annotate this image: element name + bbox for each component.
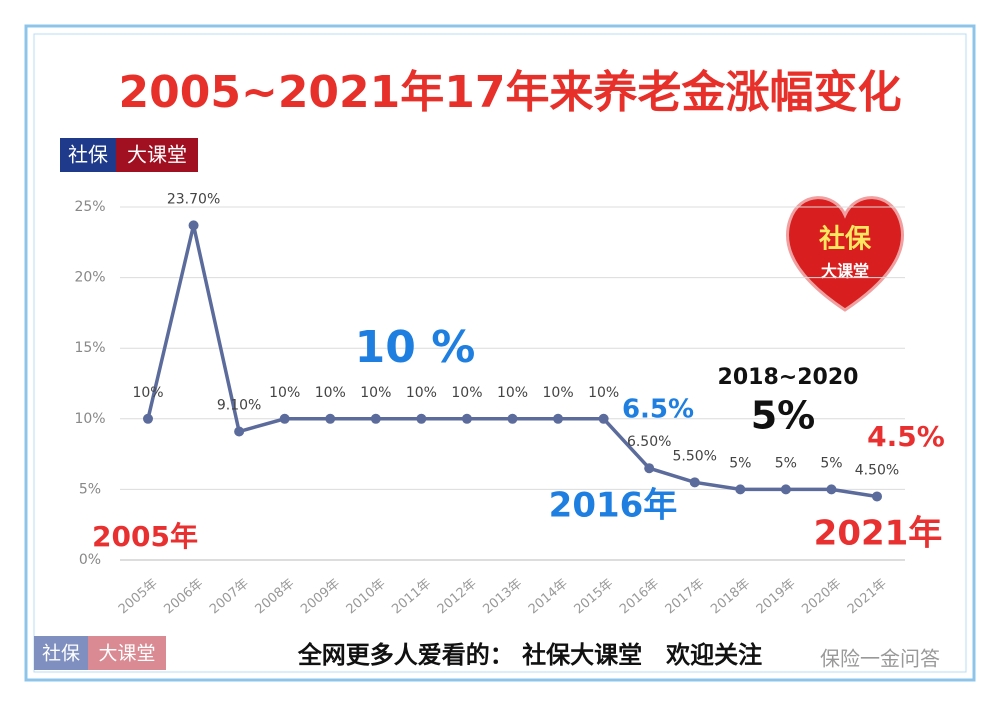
marker (644, 463, 655, 474)
data-label: 5.50% (673, 448, 717, 464)
heart (785, 196, 905, 312)
y-tick-label: 15% (74, 340, 105, 356)
y-tick-label: 10% (74, 411, 105, 427)
data-label: 5% (775, 455, 797, 471)
marker (689, 477, 700, 488)
marker (416, 413, 427, 424)
annotation: 2018~2020 (718, 365, 859, 390)
annotation: 2005年 (92, 520, 198, 553)
data-label: 10% (360, 385, 391, 401)
y-tick-label: 25% (74, 199, 105, 215)
badge-text: 大课堂 (127, 143, 187, 167)
annotation: 4.5% (867, 420, 945, 453)
logo: 社保 大课堂 (785, 196, 905, 312)
data-label: 10% (543, 385, 574, 401)
marker (279, 413, 290, 424)
data-label: 10% (406, 385, 437, 401)
data-label: 10% (315, 385, 346, 401)
badge-text: 社保 (68, 143, 108, 167)
badge-text: 大课堂 (98, 643, 155, 665)
annotation: 10 % (355, 322, 476, 373)
y-tick-label: 5% (79, 481, 101, 497)
y-tick-label: 0% (79, 552, 101, 568)
marker (507, 413, 518, 424)
y-tick-label: 20% (74, 270, 105, 286)
marker (188, 220, 199, 231)
logo-text: 社保 (819, 224, 872, 255)
badge (116, 138, 198, 172)
data-label: 10% (269, 385, 300, 401)
data-label: 10% (497, 385, 528, 401)
data-label: 10% (132, 385, 163, 401)
marker (234, 426, 245, 437)
footer-text: 全网更多人爱看的： 社保大课堂 欢迎关注 (297, 641, 762, 669)
marker (553, 413, 564, 424)
data-label: 5% (729, 455, 751, 471)
marker (325, 413, 336, 424)
marker (461, 413, 472, 424)
watermark: 保险一金问答 (820, 647, 940, 671)
logo-text: 大课堂 (821, 262, 869, 281)
marker (872, 491, 882, 502)
marker (598, 413, 609, 424)
marker (735, 484, 746, 495)
marker (143, 413, 153, 424)
badge (60, 138, 116, 172)
annotation: 2021年 (814, 514, 943, 554)
marker (826, 484, 837, 495)
inner-frame (33, 33, 967, 673)
chart-title: 2005~2021年17年来养老金涨幅变化 (118, 67, 901, 118)
data-label: 23.70% (167, 191, 220, 207)
marker (370, 413, 381, 424)
data-label: 10% (451, 385, 482, 401)
annotation: 2016年 (549, 486, 678, 526)
data-label: 4.50% (855, 462, 899, 478)
marker (780, 484, 791, 495)
annotation: 5% (751, 394, 816, 438)
frame (24, 24, 976, 682)
data-label: 10% (588, 385, 619, 401)
badge (88, 636, 166, 670)
annotation: 6.5% (622, 395, 694, 425)
badge-text: 社保 (42, 643, 80, 665)
data-label: 9.10% (217, 398, 261, 414)
data-label: 5% (820, 455, 842, 471)
data-label: 6.50% (627, 434, 671, 450)
badge (34, 636, 88, 670)
